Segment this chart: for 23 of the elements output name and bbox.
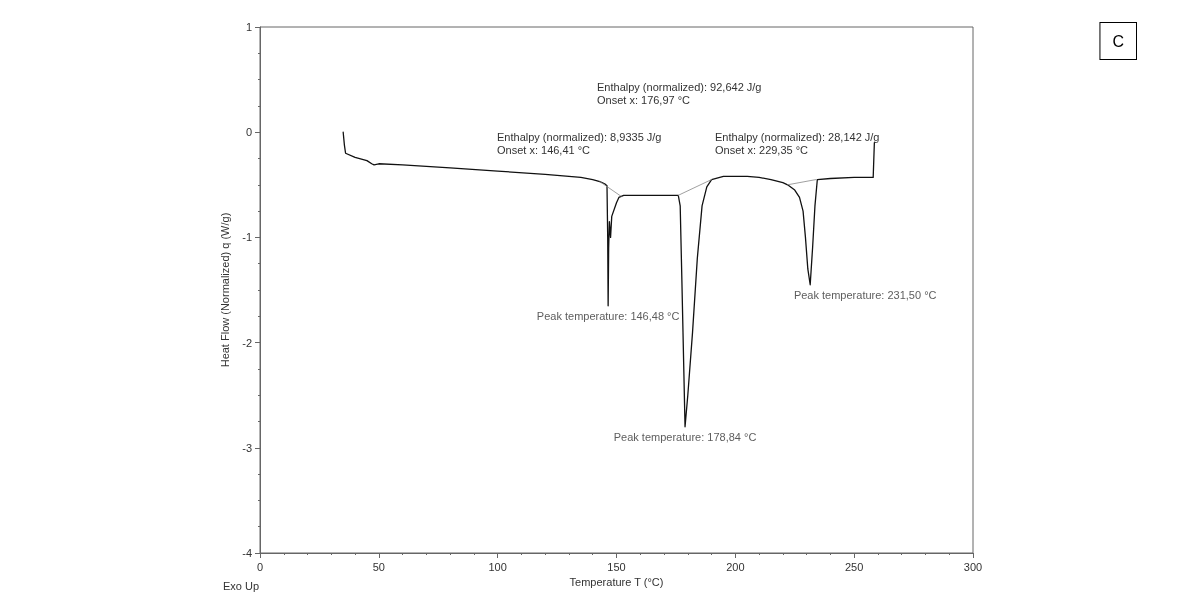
annotation: Peak temperature: 178,84 °C	[613, 431, 757, 444]
x-tick-label: 300	[963, 560, 983, 573]
annotation: Peak temperature: 231,50 °C	[793, 289, 937, 302]
y-tick-label: 0	[245, 126, 252, 139]
x-tick-label: 0	[256, 560, 264, 573]
x-tick-label: 100	[488, 560, 507, 573]
annotation: Enthalpy (normalized): 8,9335 J/g Onset x: 146,41 °C	[497, 130, 662, 156]
text: C	[1112, 32, 1125, 50]
annotation: Peak temperature: 146,48 °C	[536, 310, 680, 323]
y-tick-label: 1	[245, 21, 252, 33]
y-axis-title: Heat Flow (Normalized) q (W/g)	[218, 212, 231, 368]
x-tick-label: 200	[726, 560, 745, 573]
annotation: Enthalpy (normalized): 28,142 J/g Onset x: 229,35 °C	[715, 130, 880, 156]
y-tick-label: -4	[242, 547, 252, 559]
x-tick-label: 250	[844, 560, 864, 573]
y-tick-label: -2	[242, 336, 252, 349]
y-tick-label: -1	[242, 231, 252, 244]
x-tick-label: 50	[372, 560, 385, 573]
annotation: Enthalpy (normalized): 92,642 J/g Onset x: 176,97 °C	[597, 80, 762, 106]
x-axis-title: Temperature T (°C)	[569, 576, 664, 589]
y-tick-label: -3	[242, 441, 252, 454]
text: Exo Up	[223, 579, 260, 592]
x-tick-label: 150	[607, 560, 626, 573]
